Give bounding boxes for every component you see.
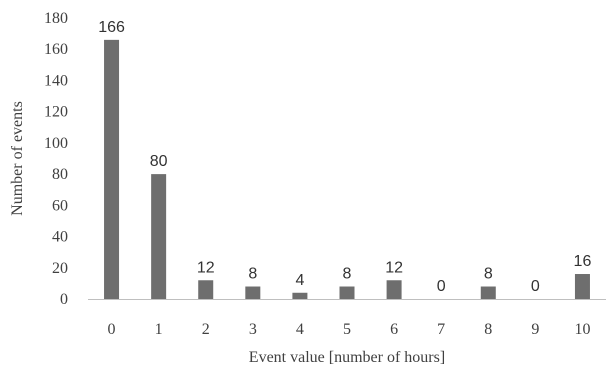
y-tick-label: 100 [44, 135, 68, 152]
y-tick-label: 120 [44, 104, 68, 121]
x-tick-label: 3 [249, 321, 257, 338]
data-label: 166 [98, 19, 125, 36]
bar [339, 286, 355, 299]
bars [104, 39, 590, 299]
y-tick-label: 20 [52, 260, 68, 277]
x-tick-label: 0 [108, 321, 116, 338]
bar [198, 280, 214, 299]
x-tick-label: 6 [390, 321, 398, 338]
y-axis-title: Number of events [9, 101, 26, 216]
bar [480, 286, 496, 299]
data-label: 0 [531, 278, 540, 295]
x-tick-label: 10 [574, 321, 590, 338]
y-tick-label: 160 [44, 41, 68, 58]
y-tick-label: 0 [60, 291, 68, 308]
y-tick-label: 80 [52, 166, 68, 183]
bar [574, 274, 590, 299]
data-label: 80 [150, 153, 168, 170]
y-tick-label: 60 [52, 197, 68, 214]
bar [104, 39, 120, 299]
bar [151, 174, 167, 299]
x-tick-label: 1 [155, 321, 163, 338]
bar [245, 286, 261, 299]
data-label: 16 [574, 253, 592, 270]
x-tick-label: 7 [437, 321, 445, 338]
y-tick-label: 180 [44, 10, 68, 27]
data-label: 8 [343, 266, 352, 283]
x-tick-label: 4 [296, 321, 304, 338]
y-axis-ticks: 0 20 40 60 80 100 120 140 160 180 [44, 10, 68, 308]
bar [386, 280, 402, 299]
x-axis-title: Event value [number of hours] [249, 349, 445, 366]
data-label: 12 [385, 259, 403, 276]
x-tick-label: 9 [531, 321, 539, 338]
y-tick-label: 140 [44, 72, 68, 89]
y-tick-label: 40 [52, 229, 68, 246]
data-label: 8 [248, 266, 257, 283]
x-axis-ticks: 0 1 2 3 4 5 6 7 8 9 10 [108, 321, 591, 338]
x-tick-label: 2 [202, 321, 210, 338]
x-tick-label: 5 [343, 321, 351, 338]
data-label: 8 [484, 266, 493, 283]
data-label: 12 [197, 259, 215, 276]
bar [292, 292, 308, 299]
x-tick-label: 8 [484, 321, 492, 338]
data-label: 0 [437, 278, 446, 295]
data-label: 4 [295, 272, 304, 289]
